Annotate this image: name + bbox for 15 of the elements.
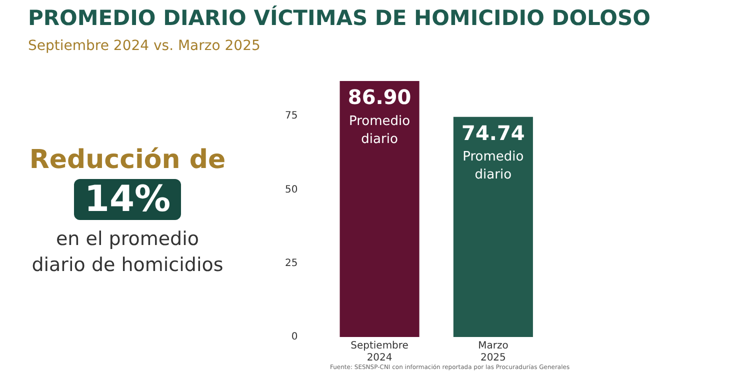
annotation: Promedio diario <box>348 114 410 147</box>
y-tick-label: 75 <box>284 110 298 122</box>
data-label: 74.74 <box>462 121 525 146</box>
data-label: 86.90 <box>348 85 412 110</box>
x-tick-label: Septiembre 2024 <box>350 340 408 364</box>
y-tick-label: 0 <box>291 332 298 343</box>
annotation: Promedio diario <box>462 150 524 183</box>
chart-title: PROMEDIO DIARIO VÍCTIMAS DE HOMICIDIO DOLOSO <box>28 6 651 30</box>
y-tick-label: 50 <box>284 184 298 196</box>
text: Reducción de <box>28 145 227 175</box>
text: Septiembre 2024 vs. Marzo 2025 <box>28 38 260 54</box>
y-tick-label: 25 <box>284 258 298 269</box>
text: en el promedio diario de homicidios <box>30 227 224 278</box>
text: 14% <box>74 179 181 220</box>
x-tick-label: Marzo 2025 <box>478 340 508 364</box>
